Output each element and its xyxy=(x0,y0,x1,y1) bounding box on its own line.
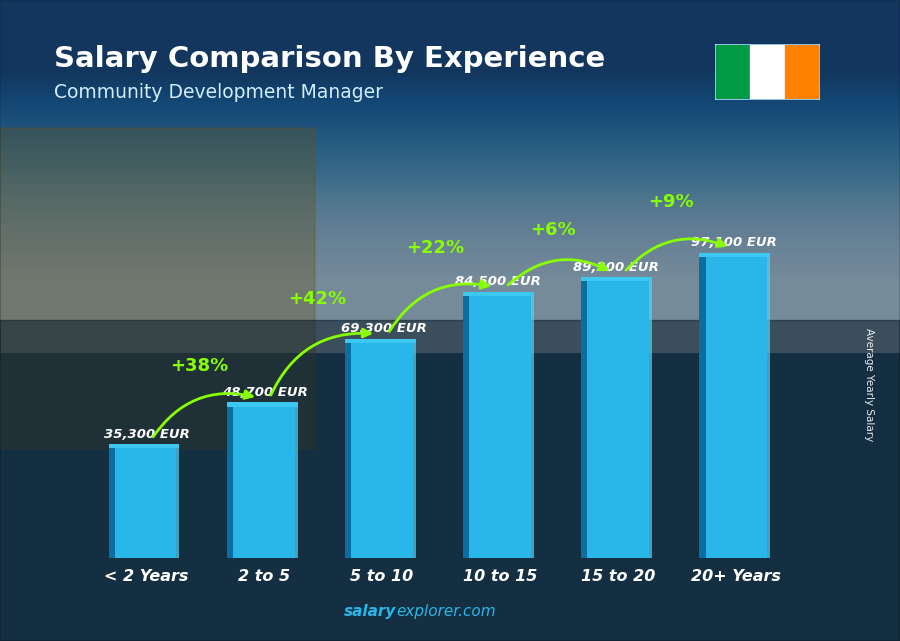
Text: Community Development Manager: Community Development Manager xyxy=(54,83,383,103)
Bar xyxy=(109,444,179,448)
Text: +38%: +38% xyxy=(170,357,228,375)
Bar xyxy=(588,281,649,558)
Bar xyxy=(345,338,416,343)
Bar xyxy=(176,448,179,558)
Bar xyxy=(412,343,416,558)
Bar xyxy=(699,253,770,257)
Text: 69,300 EUR: 69,300 EUR xyxy=(340,322,427,335)
Text: +9%: +9% xyxy=(649,192,694,210)
Bar xyxy=(581,281,588,558)
Bar xyxy=(227,407,233,558)
Bar xyxy=(345,343,351,558)
Text: 84,500 EUR: 84,500 EUR xyxy=(455,275,541,288)
Text: +22%: +22% xyxy=(406,239,464,257)
Text: Average Yearly Salary: Average Yearly Salary xyxy=(863,328,874,441)
Text: +6%: +6% xyxy=(530,221,576,238)
Text: salary: salary xyxy=(344,604,396,619)
Bar xyxy=(351,343,412,558)
Bar xyxy=(464,296,470,558)
Bar xyxy=(531,296,534,558)
Text: Salary Comparison By Experience: Salary Comparison By Experience xyxy=(54,45,605,73)
Bar xyxy=(716,45,750,99)
Bar xyxy=(227,403,298,407)
FancyBboxPatch shape xyxy=(0,128,315,449)
Bar xyxy=(706,257,767,558)
FancyBboxPatch shape xyxy=(0,320,900,641)
Text: +42%: +42% xyxy=(288,290,346,308)
Text: explorer.com: explorer.com xyxy=(396,604,496,619)
Bar xyxy=(464,292,534,296)
Bar xyxy=(115,448,176,558)
Bar xyxy=(470,296,531,558)
Bar xyxy=(233,407,294,558)
Bar xyxy=(767,257,770,558)
Bar xyxy=(649,281,652,558)
Text: 89,200 EUR: 89,200 EUR xyxy=(573,261,659,274)
Bar xyxy=(750,45,785,99)
Text: 35,300 EUR: 35,300 EUR xyxy=(104,428,190,440)
Text: 97,100 EUR: 97,100 EUR xyxy=(691,237,778,249)
Bar xyxy=(699,257,706,558)
Bar xyxy=(294,407,298,558)
Bar xyxy=(109,448,115,558)
Text: 48,700 EUR: 48,700 EUR xyxy=(222,386,309,399)
Bar xyxy=(785,45,819,99)
Bar xyxy=(581,277,652,281)
